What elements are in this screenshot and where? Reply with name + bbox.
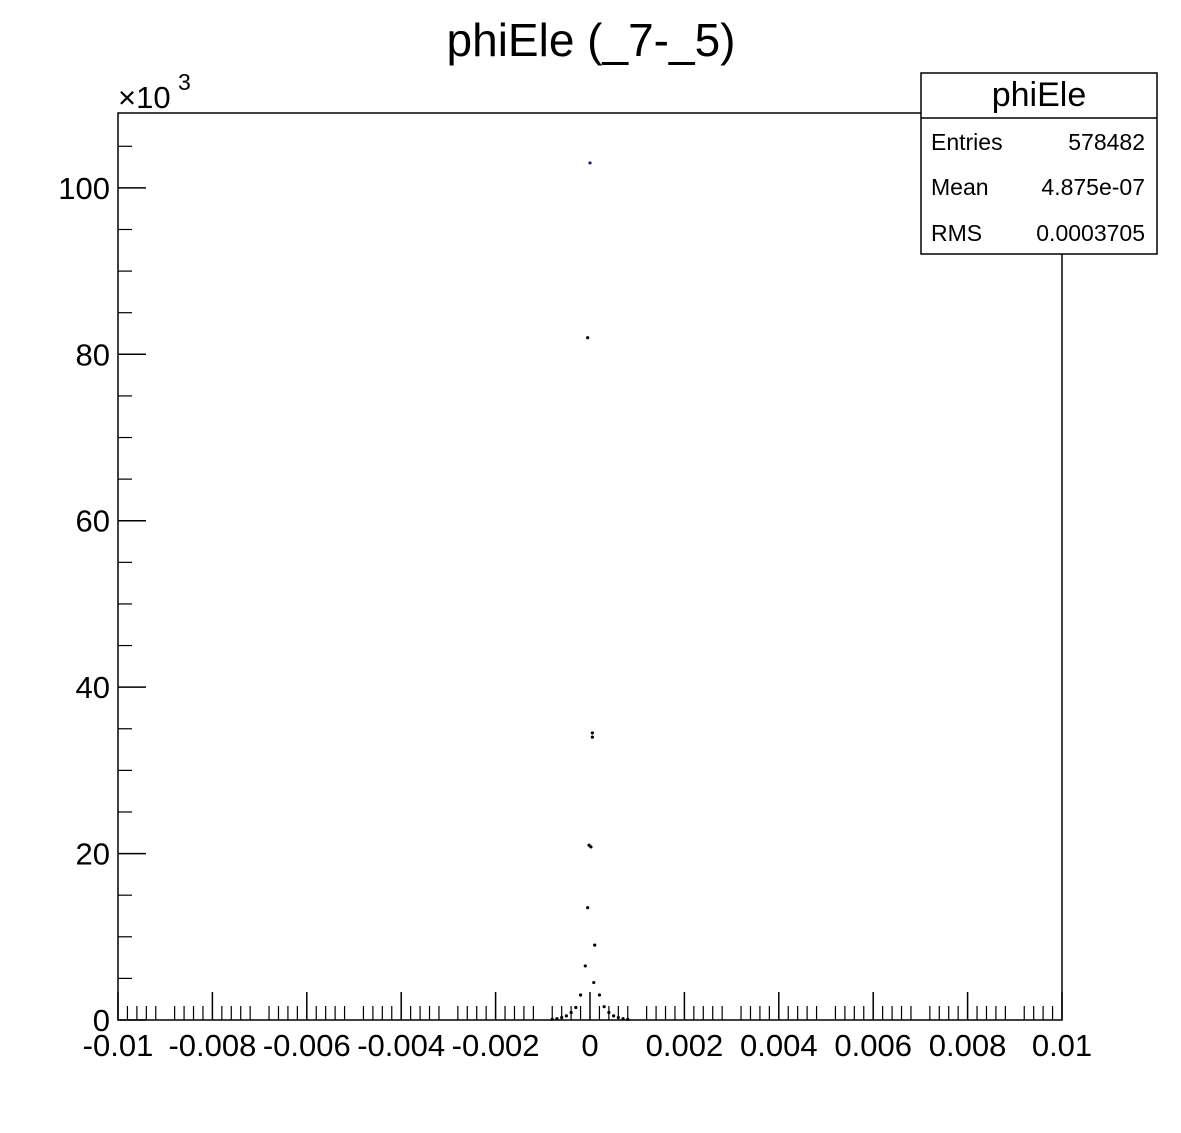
x-tick-label: 0.01 [1032, 1028, 1092, 1063]
data-point [592, 980, 596, 985]
y-tick-label: 80 [76, 337, 110, 372]
x-tick-label: -0.008 [168, 1028, 256, 1063]
data-point [612, 1014, 616, 1018]
x-tick-label: -0.002 [452, 1028, 540, 1063]
y-axis: 0 20 40 60 80 100 [58, 145, 146, 1038]
y-tick-label: 40 [76, 670, 110, 705]
stats-entries-label: Entries [931, 129, 1003, 155]
data-point [578, 993, 583, 997]
stats-box-frame [920, 72, 1158, 255]
data-point [586, 336, 590, 340]
data-point [555, 1017, 559, 1021]
data-point [564, 1014, 569, 1018]
data-point [583, 964, 587, 968]
data-point [621, 1017, 625, 1021]
data-point [587, 843, 591, 847]
stats-entries-value: 578482 [1068, 129, 1145, 155]
data-point [607, 1010, 611, 1015]
data-point [616, 1015, 620, 1020]
stats-box: phiEle Entries 578482 Mean 4.875e-07 RMS… [920, 72, 1158, 255]
data-points [550, 161, 630, 1021]
y-multiplier-label: ×10 [118, 80, 171, 115]
x-tick-label: -0.004 [357, 1028, 445, 1063]
chart-title: phiEle (_7-_5) [447, 14, 736, 66]
data-point [586, 906, 590, 910]
data-point [569, 1010, 573, 1015]
x-tick-label: 0.004 [740, 1028, 818, 1063]
x-tick-label: 0.008 [929, 1028, 1007, 1063]
data-point [590, 731, 594, 735]
x-axis: -0.01 -0.008 -0.006 -0.004 -0.002 0 0.002 0.004… [83, 992, 1092, 1063]
y-multiplier: ×10 3 [118, 69, 191, 115]
data-point [588, 161, 592, 165]
stats-box-title: phiEle [992, 76, 1087, 114]
x-tick-label: 0 [581, 1028, 598, 1063]
data-point [590, 735, 594, 739]
y-tick-label: 20 [76, 837, 110, 872]
y-tick-label: 0 [93, 1003, 110, 1038]
data-point [560, 1015, 564, 1020]
stats-rms-value: 0.0003705 [1036, 220, 1145, 246]
data-point [626, 1017, 630, 1021]
stats-mean-value: 4.875e-07 [1041, 174, 1145, 200]
x-tick-label: 0.002 [646, 1028, 724, 1063]
x-tick-label: 0.006 [834, 1028, 912, 1063]
data-point [574, 1005, 578, 1010]
stats-mean-label: Mean [931, 174, 989, 200]
data-point [597, 993, 602, 997]
y-tick-label: 100 [58, 171, 110, 206]
y-multiplier-exponent: 3 [178, 69, 191, 95]
stats-rms-label: RMS [931, 220, 982, 246]
x-tick-label: -0.006 [263, 1028, 351, 1063]
data-point [602, 1005, 606, 1009]
data-point [550, 1017, 554, 1021]
data-point [593, 943, 597, 947]
x-tick-label: -0.01 [83, 1028, 154, 1063]
y-tick-label: 60 [76, 504, 110, 539]
